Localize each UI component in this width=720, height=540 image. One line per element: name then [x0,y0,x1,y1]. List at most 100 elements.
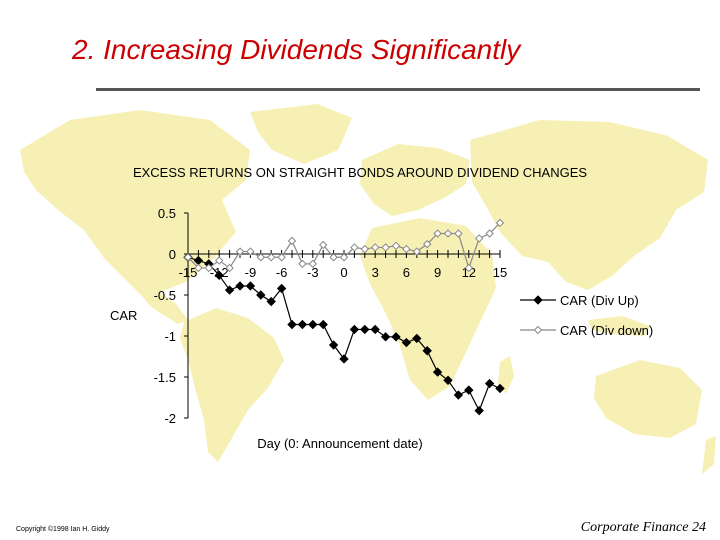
legend-marker [533,325,543,335]
point-div-down [422,239,432,249]
x-tick-label: -6 [276,265,288,280]
y-axis-ticks [184,212,188,419]
map-europe [360,144,470,216]
x-tick-label: 6 [403,265,410,280]
point-div-down [298,259,307,269]
point-div-down [194,263,203,273]
point-div-up [287,319,297,330]
point-div-down [329,253,338,262]
x-tick-label: -9 [245,265,257,280]
point-div-up [412,333,422,344]
point-div-down [235,247,245,256]
x-tick-label: 15 [493,265,507,280]
line-div-up [187,256,501,413]
point-div-up [245,281,256,291]
x-tick-label: -15 [179,265,198,280]
point-div-down [464,263,474,273]
point-div-down [433,229,442,238]
point-div-down [454,229,463,238]
legend-item-div-down: CAR (Div down) [520,323,653,338]
point-div-up [339,354,349,364]
map-central-america [142,292,188,324]
point-div-down [287,236,297,246]
point-div-up [474,405,484,416]
point-div-down [246,247,255,256]
point-div-up [349,324,360,335]
point-div-up [224,285,235,295]
point-div-down [381,243,390,252]
map-australia [594,360,702,438]
y-tick-label: 0.5 [158,206,176,221]
point-div-up [453,390,464,400]
x-tick-label: 12 [462,265,476,280]
point-div-up [443,375,453,385]
point-div-down [370,243,380,252]
point-div-down [443,229,453,238]
x-tick-label: 3 [372,265,379,280]
y-tick-label: 0 [169,247,176,262]
map-indonesia [588,316,650,336]
map-africa [360,218,496,400]
map-new-zealand [702,436,716,474]
x-tick-label: 9 [434,265,441,280]
legend-marker [533,295,543,305]
point-div-up [318,319,328,330]
map-south-america [180,308,284,462]
map-madagascar [498,356,514,394]
point-div-down [350,243,359,252]
y-tick-labels: 0.5 0 -0.5 -1 -1.5 -2 [154,206,176,426]
point-div-down [204,263,214,273]
y-tick-label: -2 [164,411,176,426]
x-tick-label: 0 [340,265,347,280]
point-div-up [401,337,412,348]
point-div-up [360,324,370,335]
point-div-down [360,244,370,254]
y-tick-label: -0.5 [154,288,176,303]
point-div-up [370,324,380,335]
point-div-down [474,234,484,243]
title-divider [96,88,700,91]
point-div-down [183,253,193,262]
point-div-up [484,378,495,389]
point-div-down [225,263,234,273]
point-div-up [214,270,224,281]
point-div-up [193,255,204,266]
point-div-down [214,256,224,265]
map-greenland [250,104,352,164]
point-div-up [308,319,318,330]
point-div-up [495,383,505,394]
y-tick-label: -1 [164,329,176,344]
point-div-up [432,367,443,377]
point-div-up [328,340,339,350]
point-div-up [380,332,391,342]
point-div-up [464,385,474,395]
slide-footer: Corporate Finance 24 [580,520,706,535]
chart-series [183,218,505,416]
legend-label: CAR (Div down) [560,323,653,338]
point-div-down [318,240,328,250]
point-div-down [339,253,349,262]
point-div-up [235,281,245,291]
point-div-down [402,244,411,254]
point-div-down [485,229,494,238]
chart-legend: CAR (Div Up) CAR (Div down) [520,293,653,338]
point-div-down [412,247,422,256]
map-asia [470,120,708,290]
point-div-down [308,259,318,269]
slide-title: 2. Increasing Dividends Significantly [72,34,521,65]
point-div-up [256,290,266,300]
point-div-up [391,332,401,342]
point-div-up [297,319,308,330]
copyright-note: Copyright ©1998 Ian H. Giddy [16,526,110,533]
x-tick-label: -3 [307,265,319,280]
y-tick-label: -1.5 [154,370,176,385]
point-div-down [256,253,266,262]
point-div-down [277,253,286,262]
point-div-up [276,283,287,294]
legend-label: CAR (Div Up) [560,293,639,308]
point-div-down [266,253,276,262]
point-div-down [495,218,505,228]
point-div-down [391,241,401,251]
